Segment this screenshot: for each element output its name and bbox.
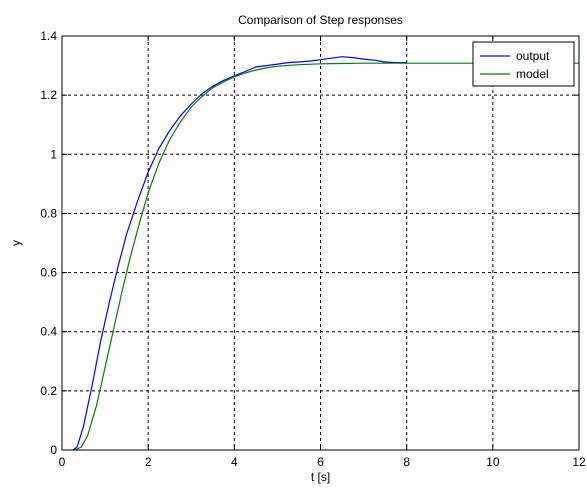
y-tick-label: 0 <box>50 443 57 457</box>
x-tick-label: 4 <box>231 455 238 469</box>
legend-box <box>472 41 575 87</box>
x-tick-label: 0 <box>59 455 66 469</box>
series-layer <box>72 56 579 451</box>
x-tick-label: 12 <box>572 455 586 469</box>
y-axis-label: y <box>9 240 23 246</box>
x-tick-label: 10 <box>486 455 500 469</box>
x-tick-label: 2 <box>145 455 152 469</box>
grid-lines <box>62 36 579 450</box>
y-tick-label: 1.2 <box>40 88 57 102</box>
y-tick-label: 0.8 <box>40 206 57 220</box>
legend-label-model: model <box>516 67 549 81</box>
series-line-model <box>74 62 579 451</box>
y-tick-label: 0.4 <box>40 325 57 339</box>
y-tick-label: 0.2 <box>40 384 57 398</box>
y-tick-label: 1 <box>50 147 57 161</box>
y-tick-label: 1.4 <box>40 29 57 43</box>
legend: output model <box>472 41 575 87</box>
x-axis-label: t [s] <box>311 470 330 484</box>
axis-ticks: 0 2 4 6 8 10 12 0 0.2 0.4 0.6 0.8 1 1.2 1.4 <box>40 29 586 469</box>
x-tick-label: 6 <box>317 455 324 469</box>
legend-label-output: output <box>516 49 550 63</box>
series-line-output <box>72 56 407 451</box>
x-tick-label: 8 <box>403 455 410 469</box>
y-tick-label: 0.6 <box>40 266 57 280</box>
chart-title: Comparison of Step responses <box>238 13 403 27</box>
